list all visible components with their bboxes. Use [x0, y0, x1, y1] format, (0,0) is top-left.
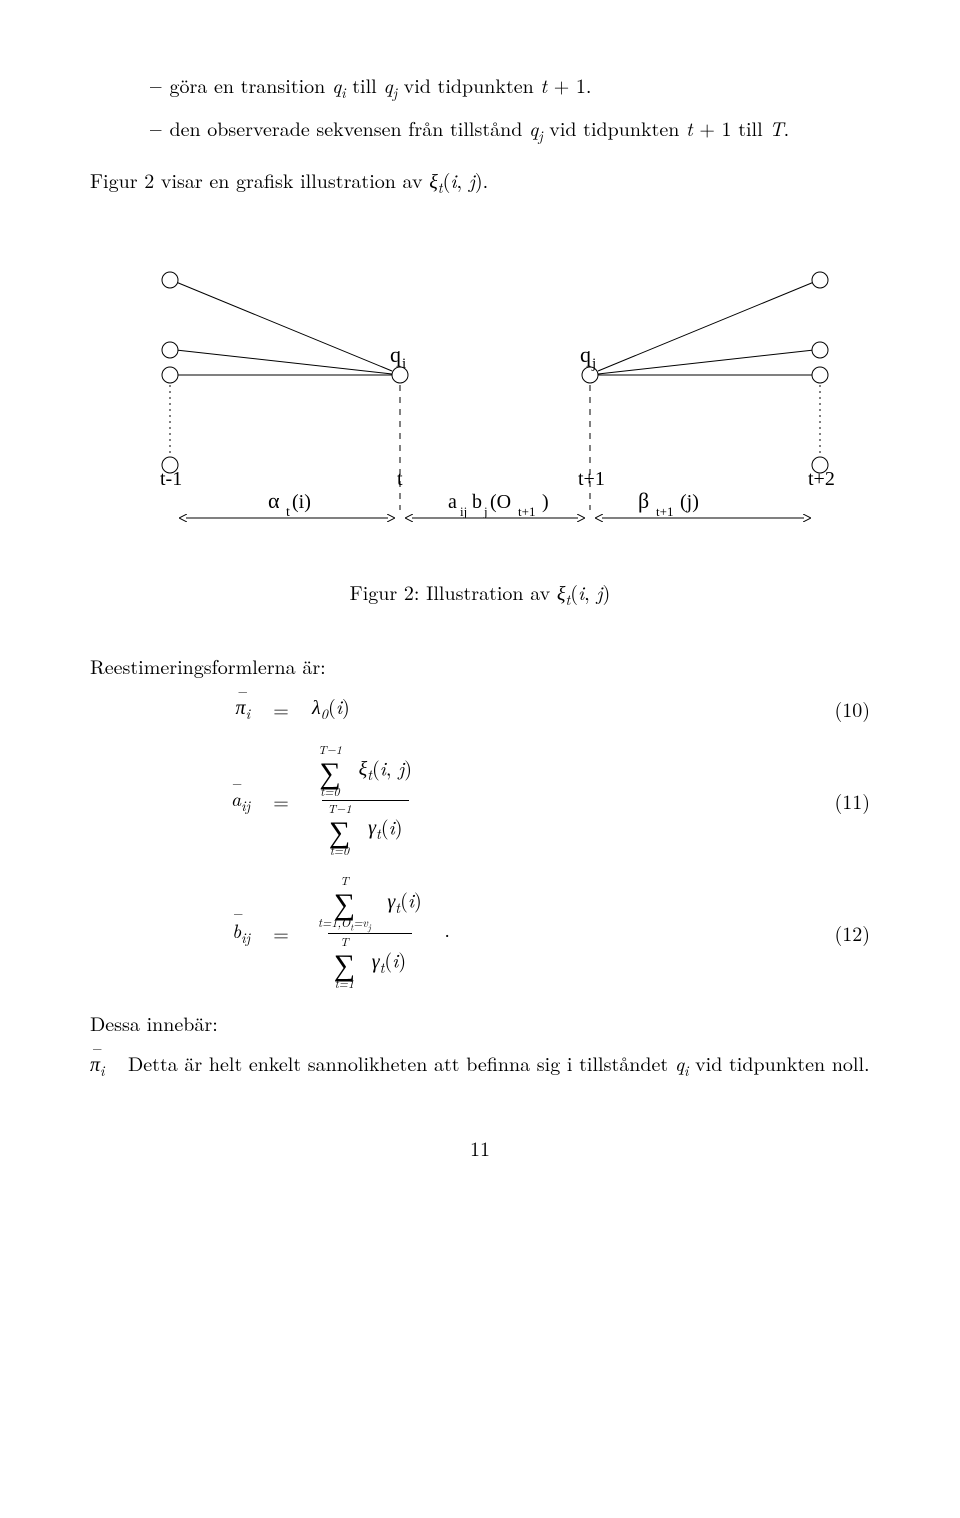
eqnum-12: (12)	[810, 918, 870, 948]
svg-text:t-1: t-1	[160, 468, 182, 490]
list-item: – den observerade sekvensen från tillstå…	[150, 113, 870, 148]
caption-pre: Figur 2: Illustration av	[350, 577, 557, 606]
svg-text:): )	[542, 491, 549, 513]
figure-2: q i q j t-1 t t+1 t+2 α t (i) a ij b j (…	[90, 240, 870, 547]
svg-text:a: a	[448, 491, 457, 513]
dessa-innebar: Dessa innebär:	[90, 1008, 870, 1038]
pi-description: πi Detta är helt enkelt sannolikheten at…	[90, 1048, 870, 1083]
svg-text:i: i	[402, 356, 406, 372]
svg-text:t+1: t+1	[518, 504, 535, 519]
dash-bullet: –	[150, 70, 162, 100]
svg-text:(j): (j)	[680, 491, 699, 513]
eqnum-10: (10)	[810, 694, 870, 724]
equation-12: bij = T∑t=1,Ot=vj γt(i) T∑t=1 γt(i) . (1…	[90, 875, 870, 990]
paragraph-figref: Figur 2 visar en grafisk illustration av…	[90, 165, 870, 200]
svg-text:(i): (i)	[292, 491, 311, 513]
equation-11: aij = T−1∑t=0 ξt(i, j) T−1∑t=0 γt(i) (11…	[90, 744, 870, 857]
bullet-2-text: den observerade sekvensen från tillstånd…	[170, 113, 871, 148]
figure-caption: Figur 2: Illustration av ξt(i, j)	[90, 577, 870, 612]
svg-text:(O: (O	[490, 491, 511, 513]
equation-10: πi = λ0(i) (10)	[90, 691, 870, 726]
svg-text:t+1: t+1	[656, 504, 673, 519]
svg-text:q: q	[390, 342, 401, 367]
svg-text:ij: ij	[460, 504, 467, 519]
page-number: 11	[90, 1133, 870, 1163]
list-item: – göra en transition qi till qj vid tidp…	[150, 70, 870, 105]
eqnum-11: (11)	[810, 786, 870, 816]
svg-text:t+1: t+1	[578, 468, 605, 490]
svg-text:b: b	[472, 491, 482, 513]
svg-text:t+2: t+2	[808, 468, 835, 490]
reestimation-intro: Reestimeringsformlerna är:	[90, 651, 870, 681]
svg-text:t: t	[397, 468, 403, 490]
svg-text:j: j	[591, 356, 596, 372]
trellis-diagram: q i q j t-1 t t+1 t+2 α t (i) a ij b j (…	[90, 240, 870, 540]
bullet-1-text: göra en transition qi till qj vid tidpun…	[170, 70, 871, 105]
svg-text:α: α	[268, 488, 280, 513]
svg-text:j: j	[483, 504, 488, 519]
svg-text:β: β	[638, 488, 649, 513]
svg-text:t: t	[286, 505, 290, 520]
svg-text:q: q	[580, 342, 591, 367]
dash-bullet: –	[150, 113, 162, 143]
